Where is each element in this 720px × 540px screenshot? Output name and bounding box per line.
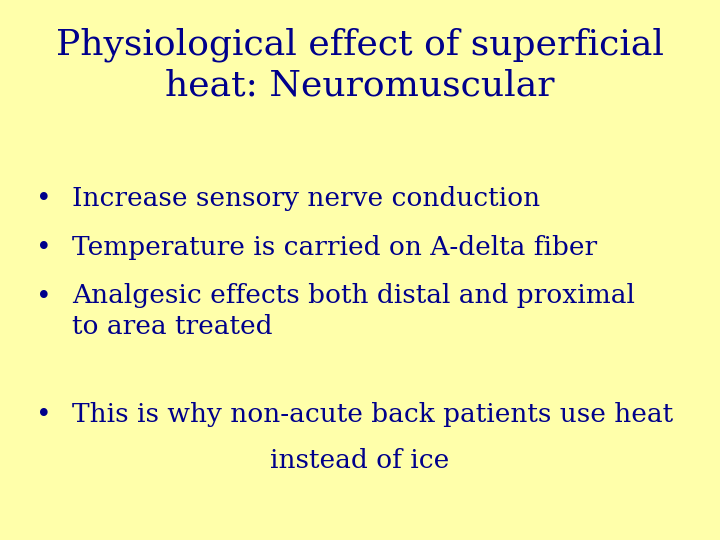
Text: This is why non-acute back patients use heat: This is why non-acute back patients use … bbox=[72, 402, 673, 427]
Text: Temperature is carried on A-delta fiber: Temperature is carried on A-delta fiber bbox=[72, 235, 597, 260]
Text: •: • bbox=[36, 235, 52, 260]
Text: Increase sensory nerve conduction: Increase sensory nerve conduction bbox=[72, 186, 540, 211]
Text: instead of ice: instead of ice bbox=[271, 448, 449, 473]
Text: •: • bbox=[36, 186, 52, 211]
Text: Analgesic effects both distal and proximal
to area treated: Analgesic effects both distal and proxim… bbox=[72, 284, 635, 340]
Text: •: • bbox=[36, 284, 52, 308]
Text: •: • bbox=[36, 402, 52, 427]
Text: Physiological effect of superficial
heat: Neuromuscular: Physiological effect of superficial heat… bbox=[56, 27, 664, 102]
